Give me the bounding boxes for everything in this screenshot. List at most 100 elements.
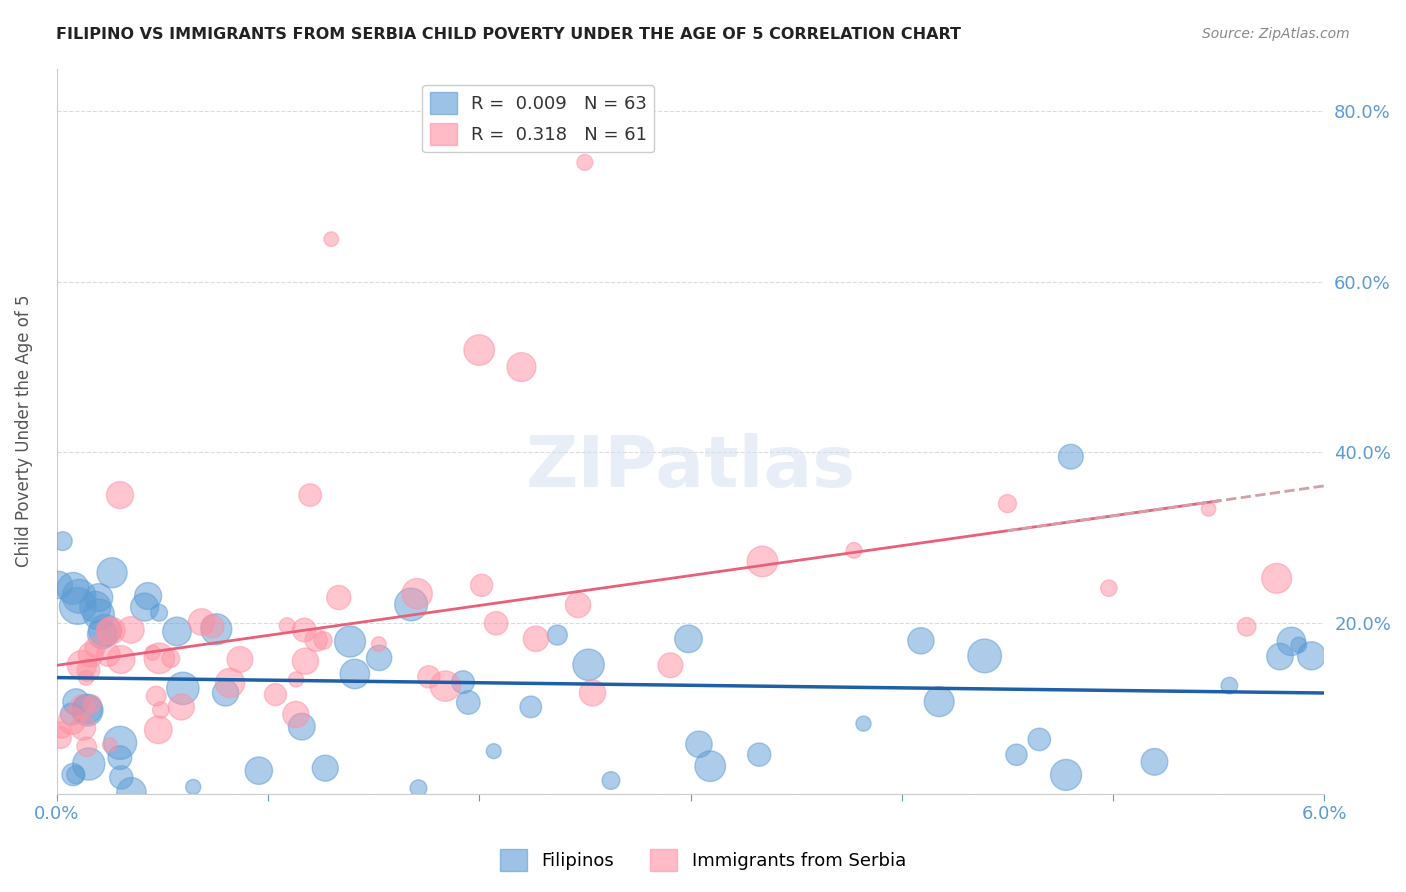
- Text: FILIPINO VS IMMIGRANTS FROM SERBIA CHILD POVERTY UNDER THE AGE OF 5 CORRELATION : FILIPINO VS IMMIGRANTS FROM SERBIA CHILD…: [56, 27, 962, 42]
- Point: [66, 599, 89, 613]
- Legend: Filipinos, Immigrants from Serbia: Filipinos, Immigrants from Serbia: [492, 842, 914, 879]
- Point: [134, 600, 156, 615]
- Point: [101, 566, 124, 580]
- Point: [84, 599, 107, 614]
- Point: [399, 598, 422, 612]
- Point: [367, 637, 389, 651]
- Point: [82, 697, 104, 711]
- Point: [482, 744, 505, 758]
- Point: [214, 686, 236, 700]
- Point: [205, 622, 228, 636]
- Point: [48, 578, 70, 592]
- Point: [748, 747, 770, 762]
- Point: [172, 681, 194, 696]
- Point: [321, 232, 343, 246]
- Point: [659, 658, 682, 673]
- Point: [75, 671, 97, 685]
- Point: [468, 343, 491, 357]
- Point: [110, 652, 132, 666]
- Point: [368, 651, 391, 665]
- Point: [145, 689, 167, 703]
- Point: [219, 676, 242, 690]
- Point: [1060, 450, 1083, 464]
- Point: [1005, 747, 1028, 762]
- Point: [973, 648, 995, 663]
- Point: [201, 619, 224, 633]
- Point: [181, 780, 204, 794]
- Point: [148, 606, 170, 620]
- Point: [52, 534, 75, 549]
- Point: [80, 648, 103, 662]
- Point: [1054, 768, 1077, 782]
- Point: [1236, 620, 1258, 634]
- Point: [108, 736, 131, 750]
- Point: [524, 632, 547, 646]
- Point: [1198, 502, 1220, 516]
- Point: [1301, 648, 1323, 663]
- Point: [699, 759, 721, 773]
- Y-axis label: Child Poverty Under the Age of 5: Child Poverty Under the Age of 5: [15, 295, 32, 567]
- Text: ZIPatlas: ZIPatlas: [526, 433, 856, 502]
- Point: [546, 628, 568, 642]
- Point: [408, 781, 430, 796]
- Point: [339, 634, 361, 648]
- Point: [285, 673, 308, 687]
- Point: [60, 714, 83, 728]
- Point: [1279, 634, 1302, 648]
- Point: [108, 488, 131, 502]
- Point: [160, 651, 183, 665]
- Point: [578, 657, 600, 672]
- Point: [678, 632, 700, 646]
- Point: [434, 679, 457, 693]
- Point: [510, 360, 533, 375]
- Point: [1028, 732, 1050, 747]
- Point: [62, 767, 84, 781]
- Point: [76, 739, 98, 754]
- Point: [98, 738, 121, 752]
- Point: [485, 616, 508, 631]
- Point: [292, 623, 315, 637]
- Point: [688, 737, 710, 751]
- Point: [284, 707, 307, 722]
- Point: [60, 707, 83, 722]
- Point: [148, 651, 170, 665]
- Point: [1218, 679, 1240, 693]
- Legend: R =  0.009   N = 63, R =  0.318   N = 61: R = 0.009 N = 63, R = 0.318 N = 61: [422, 85, 654, 153]
- Point: [997, 497, 1019, 511]
- Point: [97, 648, 120, 662]
- Point: [142, 646, 165, 660]
- Point: [65, 695, 87, 709]
- Point: [520, 699, 543, 714]
- Point: [91, 627, 114, 641]
- Point: [77, 757, 100, 772]
- Point: [77, 663, 100, 677]
- Point: [149, 703, 172, 717]
- Point: [1268, 649, 1291, 664]
- Point: [67, 589, 90, 603]
- Point: [328, 591, 350, 605]
- Point: [574, 155, 596, 169]
- Point: [98, 624, 121, 638]
- Point: [406, 587, 429, 601]
- Point: [567, 598, 589, 612]
- Point: [65, 768, 87, 782]
- Point: [247, 764, 270, 778]
- Point: [291, 720, 314, 734]
- Point: [87, 591, 110, 605]
- Point: [100, 624, 122, 638]
- Point: [910, 633, 932, 648]
- Point: [276, 618, 298, 632]
- Point: [471, 578, 494, 592]
- Point: [312, 633, 335, 648]
- Text: Source: ZipAtlas.com: Source: ZipAtlas.com: [1202, 27, 1350, 41]
- Point: [418, 670, 440, 684]
- Point: [1265, 571, 1288, 585]
- Point: [148, 723, 170, 737]
- Point: [70, 699, 93, 714]
- Point: [305, 633, 328, 648]
- Point: [51, 723, 73, 737]
- Point: [852, 716, 875, 731]
- Point: [600, 773, 623, 788]
- Point: [343, 667, 366, 681]
- Point: [84, 640, 107, 655]
